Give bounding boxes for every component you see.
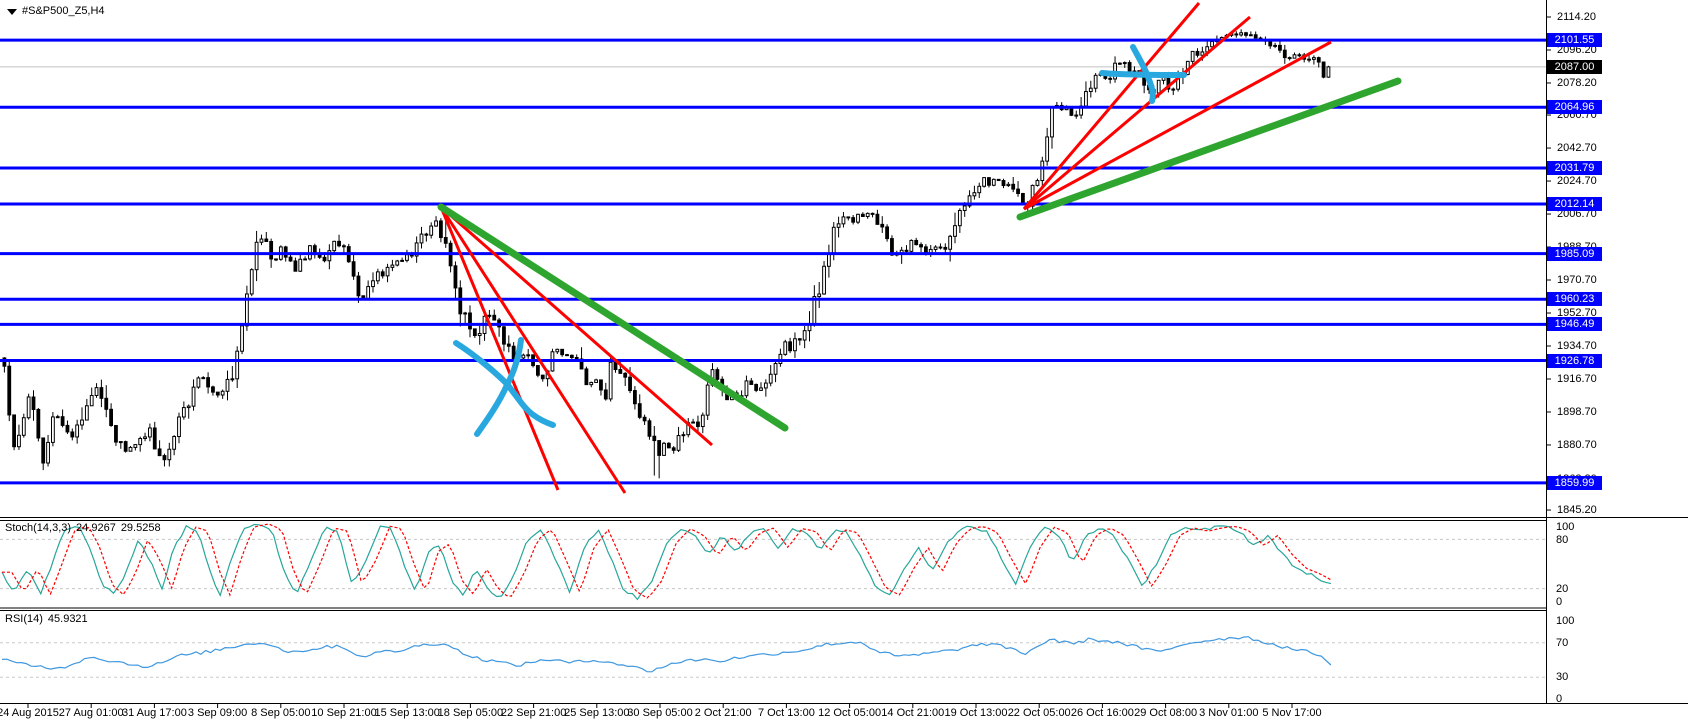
date-axis-label[interactable]: 10 Sep 21:00 bbox=[311, 707, 377, 719]
stoch-indicator-label: Stoch(14,3,3) 24.9267 29.5258 bbox=[5, 522, 166, 534]
date-axis-label[interactable]: 2 Oct 21:00 bbox=[694, 707, 752, 719]
stoch-value-signal: 29.5258 bbox=[120, 522, 161, 534]
date-axis-label[interactable]: 27 Aug 01:00 bbox=[58, 707, 124, 719]
date-axis-label[interactable]: 22 Sep 21:00 bbox=[500, 707, 567, 719]
price-level-badge: 2031.79 bbox=[1547, 161, 1602, 176]
price-tick-label: 1916.70 bbox=[1557, 372, 1597, 385]
date-axis-label[interactable]: 12 Oct 05:00 bbox=[818, 707, 882, 719]
price-level-badge: 1859.99 bbox=[1547, 475, 1602, 490]
rsi-indicator-label: RSI(14) 45.9321 bbox=[5, 613, 93, 625]
rsi-scale-label: 30 bbox=[1556, 671, 1569, 683]
price-level-badge: 2012.14 bbox=[1547, 197, 1602, 212]
price-level-badge: 2064.96 bbox=[1547, 100, 1602, 115]
price-level-badge: 1946.49 bbox=[1547, 317, 1602, 332]
price-tick-label: 1898.70 bbox=[1557, 405, 1597, 418]
date-axis-label[interactable]: 19 Oct 13:00 bbox=[944, 707, 1008, 719]
stoch-scale-label: 100 bbox=[1556, 521, 1575, 533]
chart-symbol-title: #S&P500_Z5,H4 bbox=[22, 5, 105, 17]
date-axis-label[interactable]: 31 Aug 17:00 bbox=[121, 707, 187, 719]
stoch-name: Stoch(14,3,3) bbox=[5, 522, 72, 534]
stoch-scale-label: 80 bbox=[1556, 533, 1569, 546]
stoch-value-main: 24.9267 bbox=[76, 522, 116, 534]
date-axis-label[interactable]: 14 Oct 21:00 bbox=[881, 707, 945, 719]
price-tick-label: 2024.70 bbox=[1557, 175, 1597, 188]
date-axis-label[interactable]: 30 Sep 05:00 bbox=[627, 707, 693, 719]
stoch-scale-label: 0 bbox=[1556, 596, 1563, 608]
price-level-badge: 1926.78 bbox=[1547, 353, 1602, 368]
date-axis-label[interactable]: 3 Sep 09:00 bbox=[187, 707, 248, 719]
price-tick-label: 1934.70 bbox=[1557, 339, 1597, 352]
price-level-badge: 1985.09 bbox=[1547, 246, 1602, 261]
rsi-value: 45.9321 bbox=[47, 613, 88, 625]
rsi-name: RSI(14) bbox=[5, 613, 43, 625]
rsi-scale-label: 0 bbox=[1556, 693, 1563, 705]
date-axis-label[interactable]: 22 Oct 05:00 bbox=[1007, 707, 1071, 719]
price-tick-label: 2114.20 bbox=[1557, 11, 1596, 23]
date-axis-label[interactable]: 25 Sep 13:00 bbox=[564, 707, 630, 719]
date-axis-label[interactable]: 29 Oct 08:00 bbox=[1134, 707, 1198, 719]
rsi-scale-label: 70 bbox=[1556, 637, 1569, 649]
date-axis-label[interactable]: 26 Oct 16:00 bbox=[1070, 707, 1134, 719]
price-tick-label: 2078.20 bbox=[1557, 76, 1597, 89]
date-axis-label[interactable]: 7 Oct 13:00 bbox=[757, 707, 815, 719]
price-tick-label: 2042.70 bbox=[1557, 142, 1597, 155]
current-price-badge: 2087.00 bbox=[1547, 59, 1602, 74]
price-level-badge: 2101.55 bbox=[1547, 33, 1602, 48]
date-axis-label[interactable]: 8 Sep 05:00 bbox=[251, 707, 311, 719]
price-tick-label: 1845.20 bbox=[1557, 504, 1597, 517]
rsi-scale-label: 100 bbox=[1556, 615, 1575, 627]
date-axis-label[interactable]: 18 Sep 05:00 bbox=[437, 707, 504, 719]
date-axis-label[interactable]: 5 Nov 17:00 bbox=[1262, 707, 1322, 719]
symbol-dropdown-icon[interactable] bbox=[7, 9, 17, 15]
date-axis-label[interactable]: 15 Sep 13:00 bbox=[374, 707, 440, 719]
price-tick-label: 1952.70 bbox=[1557, 307, 1597, 319]
date-axis-label[interactable]: 24 Aug 2015 bbox=[0, 707, 59, 719]
price-tick-label: 1970.70 bbox=[1557, 274, 1597, 286]
price-level-badge: 1960.23 bbox=[1547, 292, 1602, 307]
price-tick-label: 1880.70 bbox=[1557, 438, 1597, 451]
date-axis-label[interactable]: 3 Nov 01:00 bbox=[1199, 707, 1259, 719]
stoch-scale-label: 20 bbox=[1556, 582, 1569, 595]
